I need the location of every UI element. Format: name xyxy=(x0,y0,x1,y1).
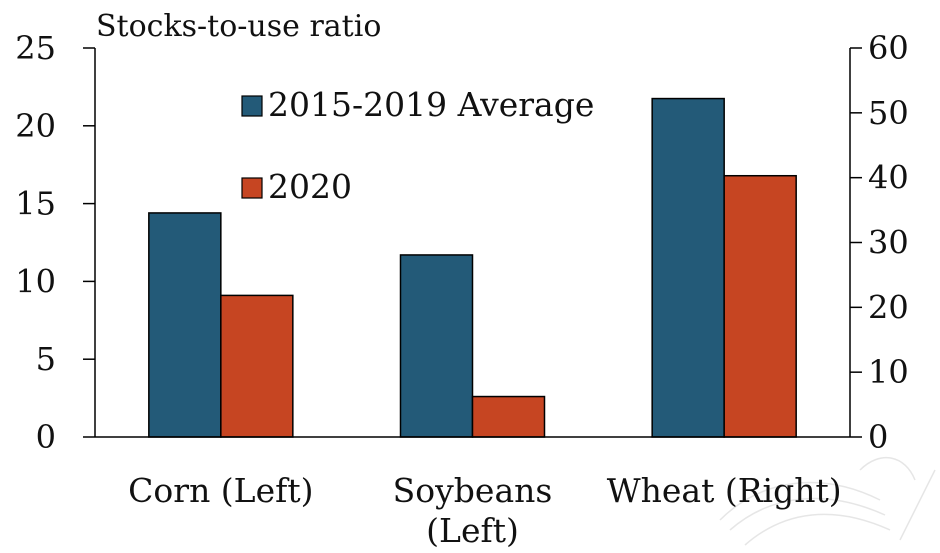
bar-2020-0 xyxy=(220,294,294,438)
x-tick-label: Soybeans (Left) xyxy=(393,471,553,550)
left-tick-label: 20 xyxy=(15,107,56,145)
legend-swatch-1 xyxy=(241,177,263,199)
left-tick-label: 25 xyxy=(15,29,56,67)
bar-2020-2 xyxy=(723,174,797,438)
watermark-decoration xyxy=(719,456,936,546)
right-tick-label: 0 xyxy=(868,418,888,456)
axes-layer: Corn (Left) Soybeans (Left) Wheat (Right) 0 5… xyxy=(15,29,908,550)
bar-avg-0 xyxy=(148,212,222,438)
chart-title: Stocks-to-use ratio xyxy=(96,9,381,44)
bar-2020-1 xyxy=(471,395,546,438)
x-tick-label: Wheat (Right) xyxy=(607,471,842,510)
bar-avg-1 xyxy=(399,254,474,438)
right-tick-label: 50 xyxy=(868,94,909,132)
right-tick-label: 10 xyxy=(868,353,909,391)
right-tick-label: 30 xyxy=(868,224,909,262)
left-tick-label: 10 xyxy=(15,262,56,300)
legend: 2015-2019 Average 2020 xyxy=(241,85,594,206)
right-tick-label: 40 xyxy=(868,159,909,197)
legend-swatch-0 xyxy=(241,95,263,117)
left-tick-label: 15 xyxy=(15,185,56,223)
x-tick-label: Corn (Left) xyxy=(128,471,313,510)
right-tick-label: 20 xyxy=(868,288,909,326)
legend-label-0: 2015-2019 Average xyxy=(268,85,594,124)
bar-avg-2 xyxy=(651,97,725,438)
left-tick-label: 5 xyxy=(36,340,56,378)
legend-label-1: 2020 xyxy=(268,167,352,206)
bars-layer xyxy=(148,97,797,438)
left-tick-label: 0 xyxy=(36,418,56,456)
right-tick-label: 60 xyxy=(868,29,909,67)
